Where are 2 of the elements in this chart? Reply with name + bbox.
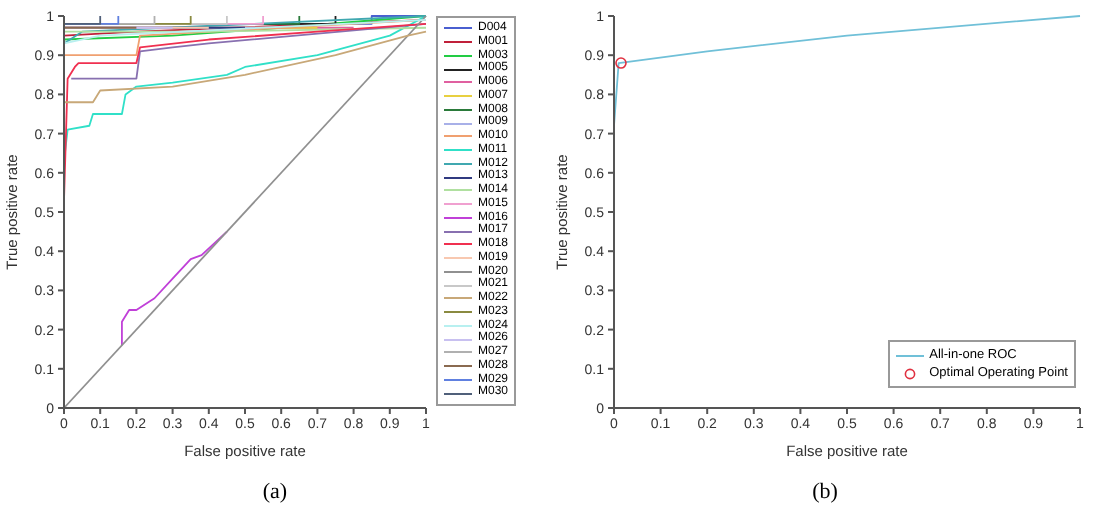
text: (a) (260, 480, 290, 504)
text: (b) (810, 480, 840, 504)
